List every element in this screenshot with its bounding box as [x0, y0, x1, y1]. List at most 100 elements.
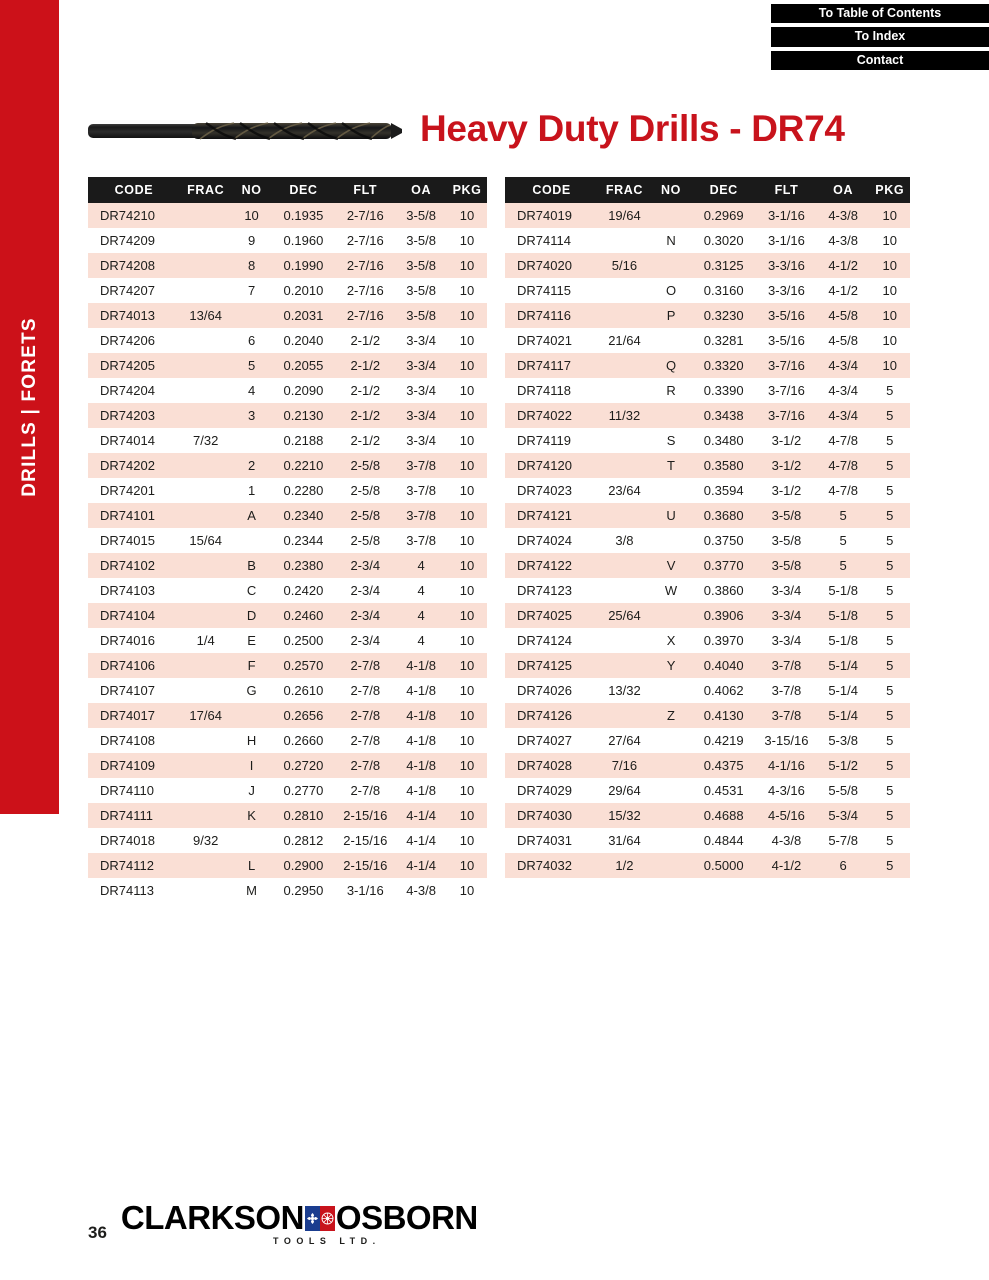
column-header-no: NO — [650, 177, 692, 203]
cell-oa: 4-1/8 — [406, 733, 436, 748]
cell-no — [651, 828, 692, 853]
table-row: DR74018 9/32 0.2812 2-15/16 4-1/4 10 — [88, 828, 487, 853]
cell-no — [651, 478, 692, 503]
table-row: DR74107 G 0.2610 2-7/8 4-1/8 10 — [88, 678, 487, 703]
cell-frac: 13/32 — [608, 683, 641, 698]
table-row: DR74118 R 0.3390 3-7/16 4-3/4 5 — [505, 378, 910, 403]
column-header-code: CODE — [88, 177, 180, 203]
to-table-of-contents-button[interactable]: To Table of Contents — [771, 4, 989, 24]
to-index-button[interactable]: To Index — [771, 27, 989, 47]
cell-oa: 3-3/4 — [406, 433, 436, 448]
cell-code: DR74026 — [517, 683, 572, 698]
cell-dec: 0.2950 — [283, 883, 324, 898]
cell-frac: 19/64 — [598, 203, 651, 228]
cell-dec: 0.2460 — [271, 603, 336, 628]
cell-no: R — [666, 383, 676, 398]
table-row: DR74110 J 0.2770 2-7/8 4-1/8 10 — [88, 778, 487, 803]
cell-pkg: 10 — [869, 353, 910, 378]
cell-flt: 2-7/16 — [346, 233, 384, 248]
cell-flt: 2-7/8 — [335, 703, 396, 728]
cell-no — [231, 303, 272, 328]
cell-frac — [598, 453, 651, 478]
cell-oa: 4-7/8 — [828, 483, 858, 498]
cell-dec: 0.3906 — [691, 603, 757, 628]
cell-dec: 0.3680 — [691, 503, 757, 528]
table-row: DR74029 29/64 0.4531 4-3/16 5-5/8 5 — [505, 778, 910, 803]
cell-no: T — [650, 453, 692, 478]
table-row: DR74108 H 0.2660 2-7/8 4-1/8 10 — [88, 728, 487, 753]
cell-flt: 3-1/2 — [771, 483, 802, 498]
cell-code: DR74119 — [517, 433, 571, 448]
cell-oa: 4-3/4 — [816, 403, 870, 428]
cell-pkg: 10 — [459, 233, 475, 248]
table-row: DR74028 7/16 0.4375 4-1/16 5-1/2 5 — [505, 753, 910, 778]
cell-flt: 3-5/8 — [771, 533, 802, 548]
cell-no — [650, 253, 692, 278]
cell-code: DR74210 — [88, 203, 180, 228]
table-row: DR74115 O 0.3160 3-3/16 4-1/2 10 — [505, 278, 910, 303]
cell-no: 10 — [231, 203, 272, 228]
cell-frac: 23/64 — [608, 483, 641, 498]
cell-pkg: 10 — [459, 583, 475, 598]
cell-dec: 0.3320 — [691, 353, 757, 378]
cell-code: DR74206 — [100, 333, 155, 348]
cell-oa: 3-3/4 — [406, 333, 436, 348]
column-header-dec: DEC — [691, 177, 757, 203]
cell-dec: 0.2500 — [283, 633, 324, 648]
cell-no: E — [247, 633, 256, 648]
cell-flt: 4-3/8 — [771, 833, 802, 848]
cell-code: DR74113 — [100, 883, 154, 898]
cell-code: DR74205 — [88, 353, 180, 378]
cell-pkg: 10 — [459, 633, 475, 648]
cell-dec: 0.4844 — [703, 833, 744, 848]
cell-dec: 0.2055 — [271, 353, 336, 378]
table-row: DR74203 3 0.2130 2-1/2 3-3/4 10 — [88, 403, 487, 428]
cell-oa: 3-5/8 — [395, 303, 448, 328]
cell-code: DR74208 — [88, 253, 180, 278]
cell-pkg: 10 — [447, 403, 487, 428]
cell-oa: 4-3/8 — [828, 233, 858, 248]
cell-flt: 2-3/4 — [350, 633, 381, 648]
cell-code: DR74014 — [100, 433, 155, 448]
cell-frac — [180, 878, 232, 903]
cell-flt: 3-7/16 — [768, 383, 805, 398]
spec-table-right-body: DR74019 19/64 0.2969 3-1/16 4-3/8 10 DR74114 N 0… — [505, 203, 910, 878]
cell-oa: 4-1/8 — [406, 683, 436, 698]
cell-dec: 0.1990 — [271, 253, 336, 278]
contact-button[interactable]: Contact — [771, 50, 989, 71]
cell-no: 6 — [247, 333, 256, 348]
cell-code: DR74013 — [88, 303, 180, 328]
cell-pkg: 5 — [869, 853, 910, 878]
cell-no: M — [246, 883, 257, 898]
cell-oa: 5-7/8 — [828, 833, 858, 848]
page-footer: 36 CLARKSON — [88, 1201, 478, 1246]
cell-no — [650, 403, 692, 428]
column-header-dec: DEC — [271, 177, 336, 203]
cell-dec: 0.2810 — [271, 803, 336, 828]
spec-table-left: CODE FRAC NO DEC FLT OA PKG DR74210 10 0.1… — [88, 177, 487, 903]
table-row: DR74019 19/64 0.2969 3-1/16 4-3/8 10 — [505, 203, 910, 228]
table-row: DR74021 21/64 0.3281 3-5/16 4-5/8 10 — [505, 328, 910, 353]
cell-pkg: 5 — [869, 503, 910, 528]
cell-flt: 4-3/16 — [768, 783, 805, 798]
cell-frac — [179, 603, 232, 628]
column-header-oa: OA — [816, 177, 870, 203]
cell-pkg: 10 — [882, 233, 897, 248]
cell-flt: 2-7/16 — [335, 203, 396, 228]
cell-dec: 0.1960 — [283, 233, 324, 248]
cell-flt: 2-1/2 — [350, 333, 381, 348]
table-row: DR74202 2 0.2210 2-5/8 3-7/8 10 — [88, 453, 487, 478]
cell-pkg: 10 — [882, 333, 897, 348]
cell-frac — [180, 778, 232, 803]
cell-flt: 3-7/8 — [756, 653, 817, 678]
column-header-pkg: PKG — [869, 177, 910, 203]
cell-frac: 1/4 — [196, 633, 215, 648]
table-row: DR74209 9 0.1960 2-7/16 3-5/8 10 — [88, 228, 487, 253]
cell-code: DR74125 — [505, 653, 599, 678]
cell-dec: 0.3970 — [703, 633, 744, 648]
cell-flt: 2-3/4 — [350, 583, 381, 598]
cell-flt: 2-1/2 — [350, 433, 381, 448]
cell-dec: 0.3438 — [691, 403, 757, 428]
cell-dec: 0.2610 — [283, 683, 324, 698]
column-header-flt: FLT — [335, 177, 396, 203]
